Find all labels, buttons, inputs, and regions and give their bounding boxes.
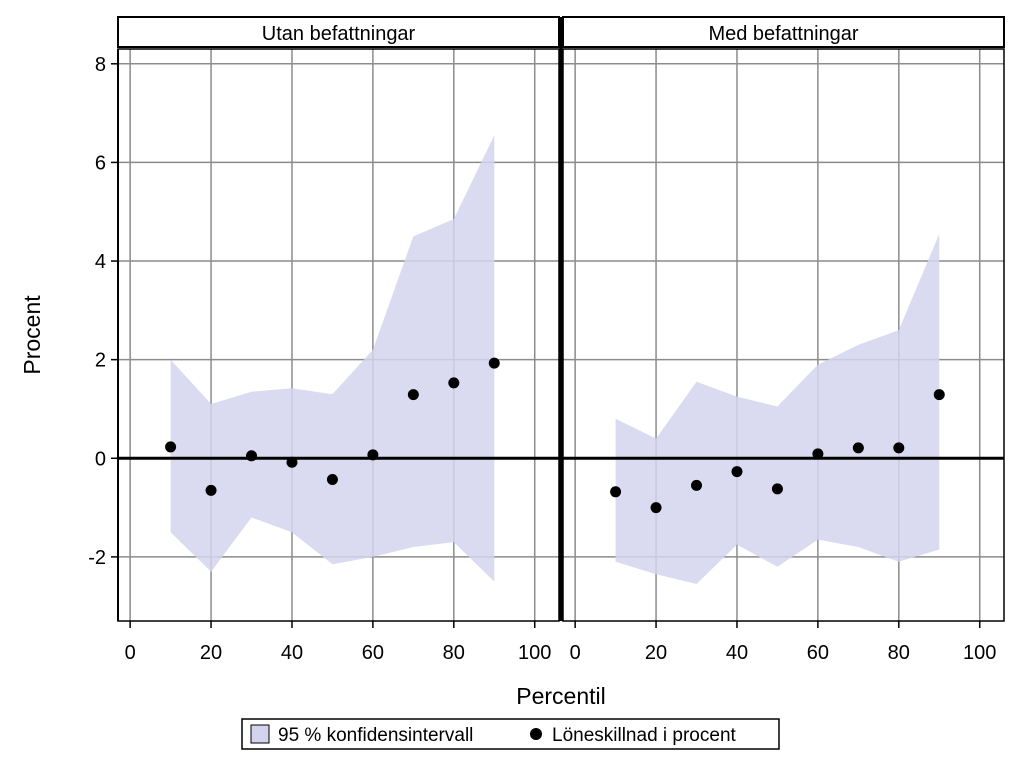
data-point bbox=[407, 389, 419, 401]
data-point bbox=[731, 466, 743, 478]
y-tick-label: 0 bbox=[95, 448, 106, 470]
panel-med-befattningar: Med befattningar bbox=[562, 16, 1005, 622]
data-point bbox=[691, 479, 703, 491]
x-tick-label: 0 bbox=[125, 642, 136, 664]
data-point bbox=[812, 448, 824, 460]
x-axis-title: Percentil bbox=[516, 683, 605, 709]
data-point bbox=[893, 442, 905, 454]
y-tick-label: 2 bbox=[95, 350, 106, 372]
legend-point-marker bbox=[530, 728, 542, 740]
x-tick-label: 60 bbox=[807, 642, 829, 664]
x-tick-label: 20 bbox=[645, 642, 667, 664]
confidence-band bbox=[615, 233, 940, 584]
x-tick-label: 80 bbox=[443, 642, 465, 664]
data-point bbox=[448, 377, 460, 389]
panel-title: Utan befattningar bbox=[262, 23, 416, 45]
x-tick-label: 100 bbox=[963, 642, 996, 664]
data-point bbox=[367, 449, 379, 461]
data-point bbox=[286, 456, 298, 468]
data-point bbox=[246, 450, 258, 462]
y-tick-label: 4 bbox=[95, 251, 106, 273]
y-axis-title: Procent bbox=[19, 295, 45, 375]
panel-utan-befattningar: Utan befattningar bbox=[117, 16, 560, 622]
data-point bbox=[326, 473, 338, 485]
y-axis: -2 0 2 4 6 8 bbox=[88, 49, 119, 621]
panel-strip bbox=[562, 16, 1005, 48]
y-tick-label: -2 bbox=[88, 547, 106, 569]
x-axis: 0 20 40 60 80 100 0 20 40 60 80 100 bbox=[125, 621, 996, 664]
legend-point-label: Löneskillnad i procent bbox=[552, 725, 737, 746]
x-tick-label: 40 bbox=[281, 642, 303, 664]
legend-ci-swatch bbox=[250, 724, 270, 744]
legend-ci-label: 95 % konfidensintervall bbox=[278, 725, 473, 746]
legend-box bbox=[241, 718, 780, 750]
x-tick-label: 20 bbox=[200, 642, 222, 664]
x-tick-label: 60 bbox=[362, 642, 384, 664]
confidence-band bbox=[170, 135, 495, 582]
data-point bbox=[610, 486, 622, 498]
data-point bbox=[488, 357, 500, 369]
y-tick-label: 6 bbox=[95, 152, 106, 174]
panel-strip bbox=[117, 16, 560, 48]
panel-title: Med befattningar bbox=[708, 23, 858, 45]
x-tick-label: 100 bbox=[518, 642, 551, 664]
data-point bbox=[650, 502, 662, 514]
y-tick-label: 8 bbox=[95, 54, 106, 76]
data-point bbox=[205, 484, 217, 496]
panel-border bbox=[562, 48, 1005, 622]
x-tick-label: 40 bbox=[726, 642, 748, 664]
data-point bbox=[933, 389, 945, 401]
x-tick-label: 0 bbox=[570, 642, 581, 664]
legend: 95 % konfidensintervall Löneskillnad i p… bbox=[241, 718, 780, 750]
data-point bbox=[771, 483, 783, 495]
data-point bbox=[852, 442, 864, 454]
x-tick-label: 80 bbox=[888, 642, 910, 664]
data-point bbox=[165, 441, 177, 453]
